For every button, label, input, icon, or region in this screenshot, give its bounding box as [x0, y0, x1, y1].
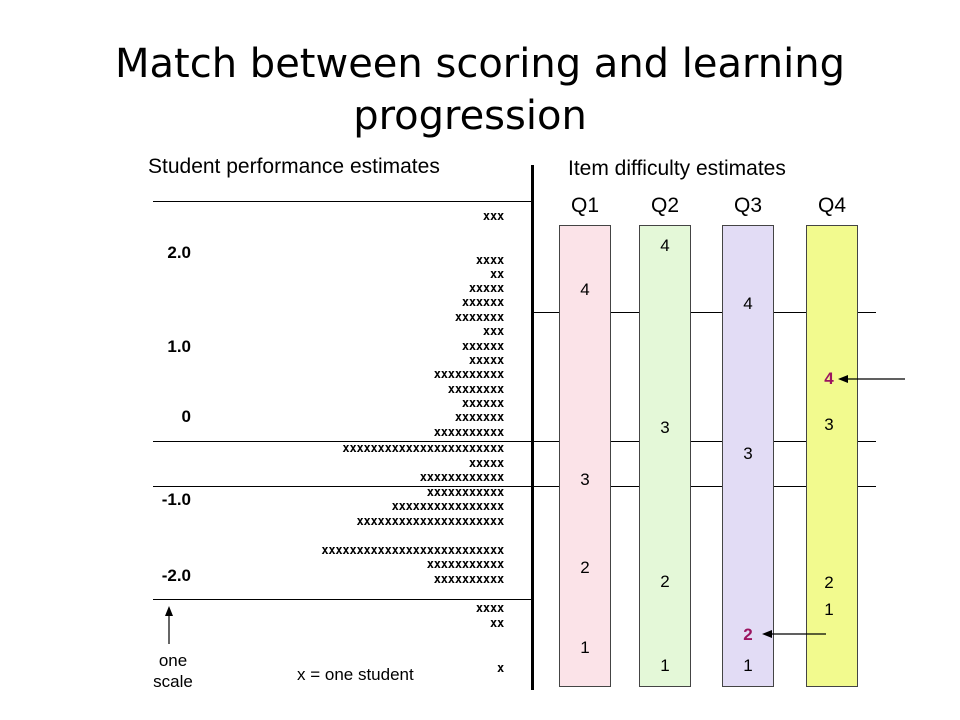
q4-score-3: 3: [824, 415, 834, 434]
q3-score-1: 1: [743, 656, 753, 675]
column-label-q3: Q3: [733, 194, 762, 217]
student-row: xxx: [482, 324, 504, 338]
student-performance-header: Student performance estimates: [148, 155, 440, 178]
student-row: xxxx: [475, 253, 504, 267]
q4-score-4-highlighted: 4: [824, 369, 834, 388]
q4-score-1: 1: [824, 600, 834, 619]
q3-score-4: 4: [743, 294, 753, 313]
student-row: xxxxxxxxxxx: [426, 485, 504, 499]
grid-line: [534, 312, 876, 313]
student-row: xxxxx: [468, 456, 504, 470]
grid-line: [153, 201, 533, 202]
q2-score-3: 3: [660, 418, 670, 437]
arrow-to-q4-score-4: [838, 375, 905, 383]
student-row: xxxxxxxxxx: [433, 367, 504, 381]
student-row: xxxxxxxxxx: [433, 425, 504, 439]
q2-score-1: 1: [660, 656, 670, 675]
column-label-q1: Q1: [570, 194, 599, 217]
item-difficulty-header: Item difficulty estimates: [568, 157, 786, 180]
one-scale-line-2: scale: [153, 672, 193, 691]
student-row: xxxxxxxx: [447, 382, 504, 396]
student-row: xxxxxx: [461, 295, 504, 309]
q3-score-2-highlighted: 2: [743, 625, 753, 644]
q1-score-4: 4: [580, 280, 590, 299]
legend-text: x = one student: [297, 665, 414, 684]
scale-label-1: 1.0: [167, 337, 191, 356]
one-scale-line-1: one: [158, 651, 188, 670]
student-row: xxxxxx: [461, 339, 504, 353]
scale-label-0: 0: [181, 407, 191, 426]
scale-label-neg1: -1.0: [161, 490, 191, 509]
item-column-q4: [806, 225, 858, 687]
student-row: xxxxxx: [461, 396, 504, 410]
item-column-q2: [639, 225, 691, 687]
student-row: xx: [489, 616, 504, 630]
student-row: xxxxxxx: [454, 310, 504, 324]
student-row: xx: [489, 267, 504, 281]
grid-line: [153, 441, 876, 442]
student-row: xxxxxxx: [454, 410, 504, 424]
student-row: xxxxxxxxxxxxxxxx: [391, 499, 505, 513]
item-column-q1: [559, 225, 611, 687]
student-row: xxxxxxxxxxxxxxxxxxxxxxx: [342, 441, 504, 455]
student-row: xxxxxxxxxxxxxxxxxxxxxxxxxx: [321, 543, 504, 557]
q4-score-2: 2: [824, 573, 834, 592]
grid-line: [153, 486, 876, 487]
arrow-to-q3-score-2: [762, 630, 826, 638]
one-scale-note: one scale: [148, 650, 198, 692]
q2-score-2: 2: [660, 572, 670, 591]
student-row: xxxxxxxxxx: [433, 572, 504, 586]
item-column-q3: [722, 225, 774, 687]
page-title: Match between scoring and learning progr…: [0, 38, 960, 142]
grid-line: [153, 599, 533, 600]
student-row: xxxxxxxxxxxxxxxxxxxxx: [356, 514, 504, 528]
title-line-2: progression: [353, 93, 587, 139]
scale-label-neg2: -2.0: [161, 566, 191, 585]
student-row: xxxxx: [468, 281, 504, 295]
scale-label-2: 2.0: [167, 243, 191, 262]
student-row: xxxx: [475, 601, 504, 615]
one-scale-arrow-icon: [165, 606, 173, 644]
student-row: xxxxxxxxxxx: [426, 557, 504, 571]
q1-score-1: 1: [580, 638, 590, 657]
student-row: x: [496, 661, 504, 675]
title-line-1: Match between scoring and learning: [115, 41, 845, 87]
student-row: xxxxx: [468, 353, 504, 367]
column-label-q4: Q4: [817, 194, 846, 217]
q1-score-2: 2: [580, 558, 590, 577]
q1-score-3: 3: [580, 470, 590, 489]
q2-score-4: 4: [660, 236, 670, 255]
column-label-q2: Q2: [650, 194, 679, 217]
student-row: xxxxxxxxxxxx: [419, 470, 504, 484]
q3-score-3: 3: [743, 444, 753, 463]
scale-divider: [531, 165, 534, 690]
student-row: xxx: [482, 209, 504, 223]
